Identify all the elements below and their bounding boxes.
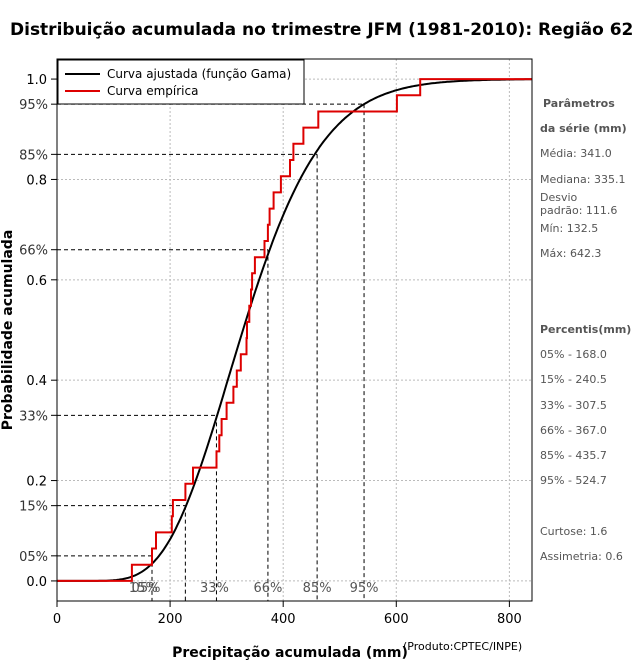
x-axis: 0 200 400 600 800	[53, 601, 522, 627]
percentile-marker-label: 15%	[129, 581, 158, 596]
y-axis: 0.0 0.2 0.4 0.6 0.8 1.0 05% 15% 33% 66% 85% 95%	[19, 73, 57, 590]
y-pct-tick-label: 95%	[19, 98, 48, 113]
credit-text: (Produto:CPTEC/INPE)	[403, 640, 522, 653]
chart-title: Distribuição acumulada no trimestre JFM …	[10, 20, 633, 40]
legend-box	[57, 59, 305, 105]
stat-skewness: Assimetria: 0.6	[540, 550, 623, 563]
percentile-15: 15% - 240.5	[540, 373, 607, 386]
stat-sd-1: Desvio	[540, 191, 578, 204]
percentile-33: 33% - 307.5	[540, 399, 607, 412]
percentiles-title: Percentis(mm)	[540, 323, 631, 336]
side-panel: Parâmetros da série (mm) Média: 341.0 Me…	[540, 97, 631, 563]
y-pct-tick-label: 15%	[19, 500, 48, 515]
series	[56, 78, 533, 582]
x-tick-label: 600	[384, 612, 409, 627]
y-tick-label: 0.4	[26, 374, 47, 389]
params-title-1: Parâmetros	[543, 97, 615, 110]
grid	[57, 59, 532, 601]
x-tick-label: 200	[158, 612, 183, 627]
percentile-66: 66% - 367.0	[540, 424, 607, 437]
x-tick-label: 0	[53, 612, 61, 627]
y-tick-label: 0.0	[26, 575, 47, 590]
stat-median: Mediana: 335.1	[540, 173, 625, 186]
y-pct-tick-label: 33%	[19, 409, 48, 424]
y-tick-label: 0.2	[26, 475, 47, 490]
percentile-guides	[57, 103, 365, 601]
plot-frame	[56, 58, 533, 602]
stat-kurtosis: Curtose: 1.6	[540, 525, 607, 538]
percentile-85: 85% - 435.7	[540, 449, 607, 462]
y-pct-tick-label: 66%	[19, 244, 48, 259]
y-tick-label: 0.8	[26, 173, 47, 188]
percentile-marker-label: 85%	[303, 581, 332, 596]
percentile-marker-label: 05%	[132, 581, 161, 596]
percentile-marker-label: 33%	[200, 581, 229, 596]
y-tick-label: 0.6	[26, 274, 47, 289]
percentile-markers: 05%15% 33% 66% 85% 95%	[129, 581, 379, 596]
stat-sd-2: padrão: 111.6	[540, 204, 617, 217]
y-tick-label: 1.0	[26, 73, 47, 88]
y-pct-tick-label: 05%	[19, 550, 48, 565]
params-title-2: da série (mm)	[540, 122, 627, 135]
percentile-marker-label: 66%	[253, 581, 282, 596]
stat-mean: Média: 341.0	[540, 147, 612, 160]
y-pct-tick-label: 85%	[19, 148, 48, 163]
percentile-05: 05% - 168.0	[540, 348, 607, 361]
y-axis-label: Probabilidade acumulada	[0, 230, 16, 431]
x-tick-label: 400	[271, 612, 296, 627]
legend-label-empirical: Curva empírica	[107, 84, 198, 98]
fitted-gamma-curve	[57, 78, 532, 582]
x-tick-label: 800	[497, 612, 522, 627]
percentile-95: 95% - 524.7	[540, 474, 607, 487]
stat-max: Máx: 642.3	[540, 247, 601, 260]
empirical-step-curve	[56, 78, 533, 582]
x-axis-label: Precipitação acumulada (mm)	[172, 645, 408, 660]
legend: Curva ajustada (função Gama) Curva empír…	[57, 59, 305, 105]
percentile-marker-label: 95%	[350, 581, 379, 596]
stat-min: Mín: 132.5	[540, 222, 598, 235]
legend-label-fitted: Curva ajustada (função Gama)	[107, 67, 291, 81]
